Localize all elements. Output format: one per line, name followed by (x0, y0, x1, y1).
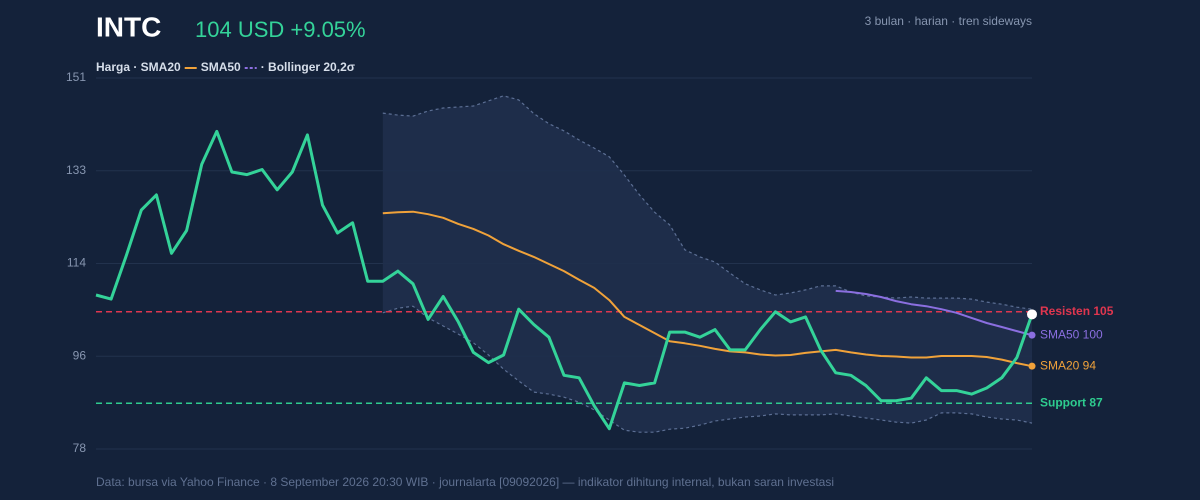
last-price-dot (1027, 309, 1037, 320)
y-tick-label: 114 (67, 256, 86, 270)
y-tick-label: 96 (73, 348, 87, 362)
price-label: 104 USD +9.05% (195, 17, 366, 42)
subtitle: 3 bulan · harian · tren sideways (865, 14, 1032, 28)
bollinger-fill (382, 95, 1032, 433)
y-tick-label: 133 (66, 163, 86, 177)
sma-end-label: SMA20 94 (1040, 358, 1096, 372)
legend-text: Harga · SMA20 (96, 60, 181, 74)
price-line (95, 129, 1034, 431)
sma-line (835, 289, 1033, 337)
y-tick-label: 151 (66, 70, 86, 84)
sma-end-dot (1028, 331, 1036, 339)
bollinger-upper (382, 95, 1033, 310)
sma-end-dot (1028, 362, 1036, 370)
legend-text: SMA50 (201, 60, 241, 74)
chart-title: INTC (96, 11, 161, 42)
legend-text: · Bollinger 20,2σ (261, 60, 355, 74)
sma-end-label: SMA50 100 (1040, 327, 1103, 341)
level-label: Resisten 105 (1040, 304, 1114, 318)
y-tick-label: 78 (73, 441, 87, 455)
level-label: Support 87 (1040, 395, 1103, 409)
footer: Data: bursa via Yahoo Finance · 8 Septem… (96, 475, 834, 489)
sma-line (382, 210, 1033, 368)
